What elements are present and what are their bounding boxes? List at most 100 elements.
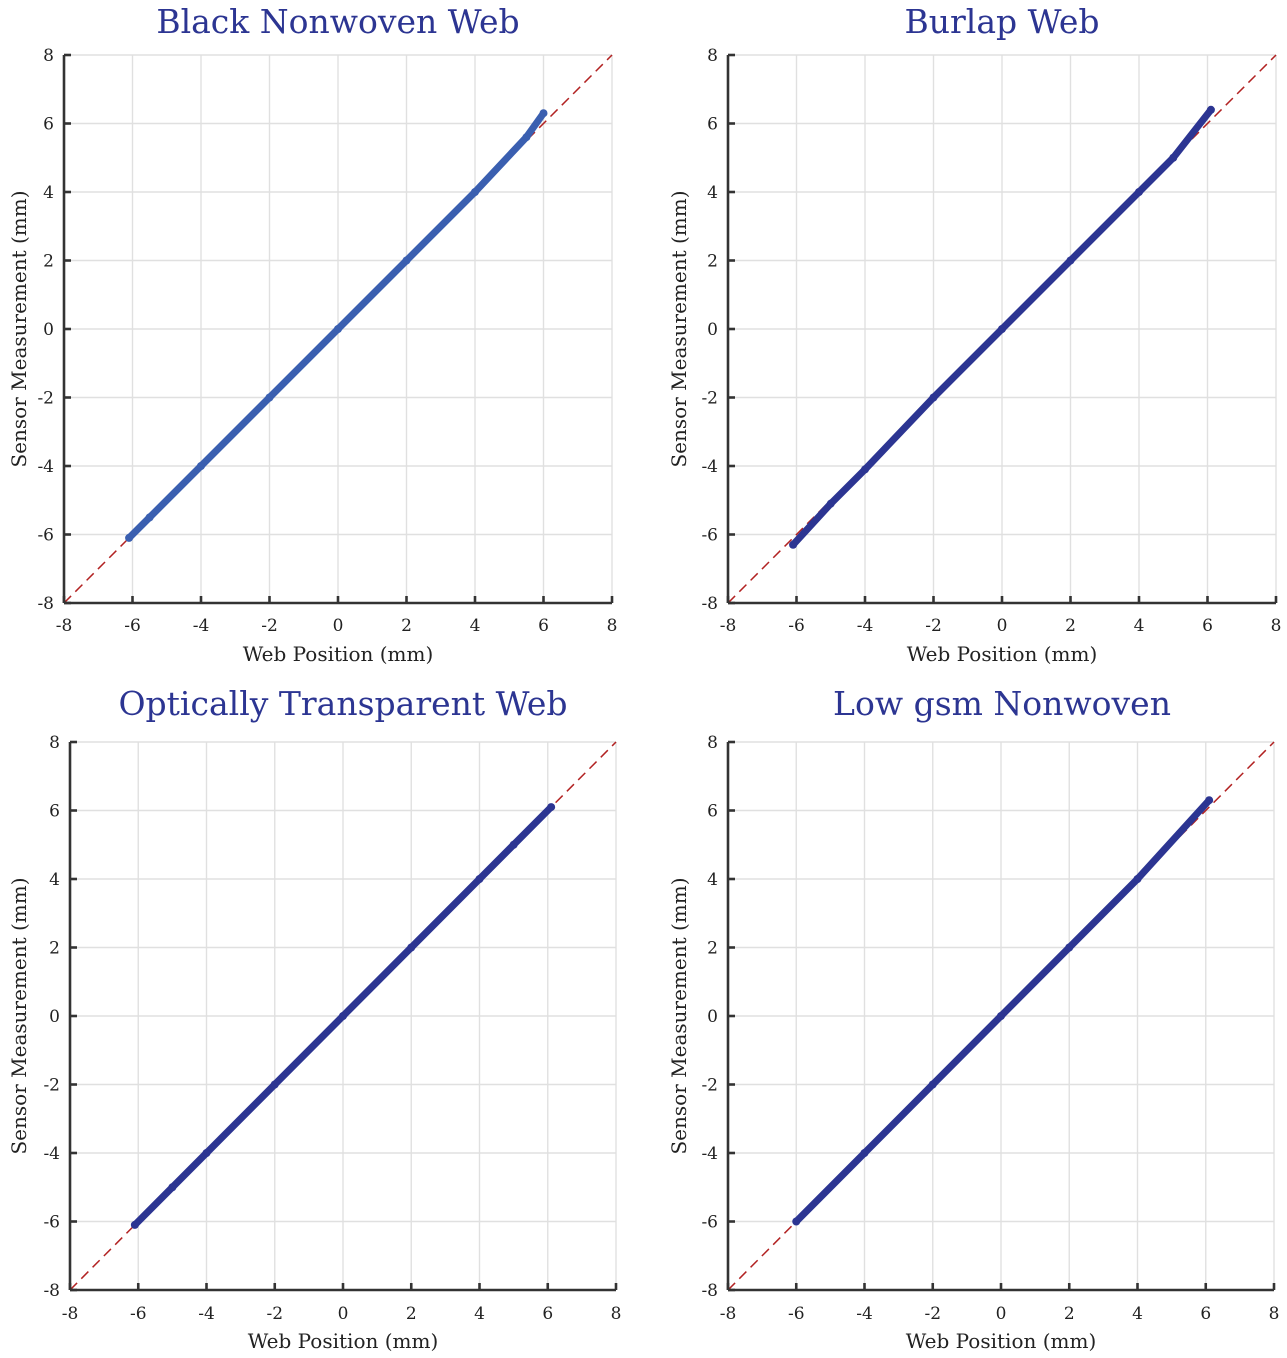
x-axis-label: Web Position (mm) xyxy=(906,1329,1097,1353)
x-axis-label: Web Position (mm) xyxy=(243,642,434,666)
y-tick-label: -8 xyxy=(701,594,718,614)
x-tick-label: 2 xyxy=(1064,1304,1075,1324)
x-tick-label: 0 xyxy=(338,1304,349,1324)
y-tick-label: -8 xyxy=(43,1281,60,1301)
x-axis-label: Web Position (mm) xyxy=(248,1329,439,1353)
y-tick-label: 2 xyxy=(707,252,718,272)
y-tick-label: -8 xyxy=(37,594,54,614)
y-tick-label: 2 xyxy=(43,252,54,272)
chart-title: Low gsm Nonwoven xyxy=(833,684,1171,723)
data-point xyxy=(826,499,835,508)
data-point xyxy=(509,840,518,849)
axes xyxy=(62,53,614,605)
data-point xyxy=(130,1220,139,1229)
y-tick-label: -6 xyxy=(43,1213,60,1233)
data-point xyxy=(197,462,205,470)
data-point xyxy=(539,109,548,118)
x-tick-label: 2 xyxy=(401,616,412,636)
y-tick-label: -4 xyxy=(43,1144,60,1164)
y-tick-label: -2 xyxy=(701,1076,718,1096)
data-point xyxy=(997,1012,1005,1020)
x-tick-label: -8 xyxy=(56,616,73,636)
data-point xyxy=(929,393,938,402)
x-tick-label: -8 xyxy=(720,616,737,636)
y-tick-label: 2 xyxy=(707,939,718,959)
x-tick-label: -4 xyxy=(857,616,874,636)
data-point xyxy=(1133,875,1142,883)
y-axis-label: Sensor Measurement (mm) xyxy=(7,190,31,467)
x-tick-label: 4 xyxy=(470,616,481,636)
chart-panel-low-gsm-nonwoven: Low gsm Nonwoven -8 -6 -4 -2 0 2 4 6 8 8 6 4 2 0 -2 -4-… xyxy=(660,680,1287,1358)
y-tick-label: -2 xyxy=(43,1076,60,1096)
x-tick-label: 6 xyxy=(1200,1304,1211,1324)
data-point xyxy=(789,540,798,549)
y-tick-label: 4 xyxy=(49,870,60,890)
data-point xyxy=(928,1080,937,1089)
x-tick-label: 8 xyxy=(1271,616,1282,636)
y-tick-label: 0 xyxy=(707,1007,718,1027)
x-tick-label: 8 xyxy=(607,616,618,636)
chart-title: Burlap Web xyxy=(904,2,1100,41)
data-point xyxy=(1205,796,1214,805)
x-tick-label: -8 xyxy=(62,1304,79,1324)
data-point xyxy=(547,803,556,812)
data-point xyxy=(265,393,274,402)
x-tick-label: 4 xyxy=(474,1304,485,1324)
data-point xyxy=(475,875,484,883)
data-point xyxy=(792,1217,801,1226)
y-tick-label: 2 xyxy=(49,939,60,959)
axes xyxy=(726,53,1278,605)
data-point xyxy=(402,256,411,265)
y-tick-label: -4 xyxy=(701,1144,718,1164)
data-point xyxy=(998,325,1006,333)
y-tick-label: -2 xyxy=(37,389,54,409)
data-point xyxy=(125,533,134,542)
x-tick-label: -2 xyxy=(925,616,942,636)
data-point xyxy=(407,943,416,952)
axes xyxy=(68,740,618,1292)
y-tick-label: -4 xyxy=(701,457,718,477)
data-point xyxy=(145,513,154,522)
axes xyxy=(726,740,1276,1292)
data-point xyxy=(202,1149,211,1157)
x-tick-label: -6 xyxy=(124,616,141,636)
x-tick-label: 8 xyxy=(611,1304,622,1324)
y-tick-label: 8 xyxy=(707,46,718,66)
series-line xyxy=(792,796,1213,1225)
x-tick-label: -4 xyxy=(193,616,210,636)
chart-plot: -8 -6 -4 -2 0 2 4 6 8 8 6 4 2 0 -2 -4 -6 -8 Web Position (… xyxy=(667,46,1282,666)
chart-panel-burlap: Burlap Web -8 -6 -4 -2 0 2 4 6 8 8 6 4 2 0 -2 -4 -6 -8 Web… xyxy=(660,0,1287,670)
data-point xyxy=(860,1149,869,1157)
x-tick-label: -8 xyxy=(720,1304,737,1324)
y-tick-label: 6 xyxy=(43,115,54,135)
x-tick-label: 0 xyxy=(333,616,344,636)
x-tick-label: 2 xyxy=(406,1304,417,1324)
y-tick-label: -6 xyxy=(37,526,54,546)
y-tick-label: -2 xyxy=(701,389,718,409)
data-point xyxy=(168,1183,177,1192)
y-tick-label: 0 xyxy=(43,320,54,340)
y-tick-label: 0 xyxy=(49,1007,60,1027)
y-tick-label: 4 xyxy=(43,183,54,203)
y-axis-label: Sensor Measurement (mm) xyxy=(667,877,691,1154)
y-tick-label: 4 xyxy=(707,870,718,890)
y-tick-label: 6 xyxy=(707,802,718,822)
data-point xyxy=(1065,943,1074,952)
x-tick-label: -2 xyxy=(261,616,278,636)
x-tick-label: 8 xyxy=(1269,1304,1280,1324)
x-tick-label: 0 xyxy=(997,616,1008,636)
data-point xyxy=(339,1012,347,1020)
x-tick-label: -6 xyxy=(788,616,805,636)
chart-title: Optically Transparent Web xyxy=(118,684,568,723)
data-point xyxy=(334,325,342,333)
x-tick-label: -2 xyxy=(924,1304,941,1324)
data-point xyxy=(471,188,479,196)
x-tick-label: -4 xyxy=(856,1304,873,1324)
x-tick-label: 0 xyxy=(996,1304,1007,1324)
x-tick-label: -2 xyxy=(266,1304,283,1324)
chart-title: Black Nonwoven Web xyxy=(156,2,520,41)
chart-panel-black-nonwoven: Black Nonwoven Web -8 -6 -4 -2 0 2 4 6 8 8 6 4 2 0 -2-… xyxy=(0,0,640,670)
y-tick-label: -6 xyxy=(701,526,718,546)
x-tick-label: -6 xyxy=(130,1304,147,1324)
x-tick-label: 2 xyxy=(1065,616,1076,636)
